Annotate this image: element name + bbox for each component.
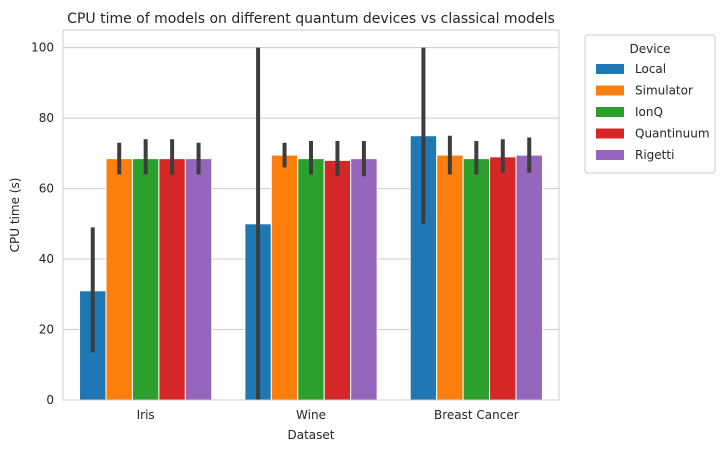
- x-tick-label: Iris: [137, 408, 155, 422]
- legend-title: Device: [629, 42, 670, 56]
- y-tick-label: 0: [46, 393, 54, 407]
- x-axis-ticks: Iris Wine Breast Cancer: [137, 408, 519, 422]
- bar: [270, 154, 299, 401]
- legend-swatch: [596, 107, 624, 117]
- bars-group: [79, 135, 543, 401]
- legend: Device Local Simulator IonQ Quantinuum Riget…: [584, 34, 716, 174]
- y-tick-label: 20: [39, 323, 54, 337]
- bar: [184, 158, 213, 401]
- legend-label: Rigetti: [635, 148, 674, 162]
- bar: [105, 158, 133, 401]
- bar: [323, 159, 352, 401]
- x-tick-label: Breast Cancer: [434, 408, 519, 422]
- bar: [515, 154, 543, 401]
- bar: [131, 158, 160, 401]
- x-axis-label: Dataset: [288, 428, 335, 442]
- bar: [350, 158, 378, 401]
- bar: [297, 158, 325, 401]
- bar: [462, 158, 491, 401]
- y-tick-label: 80: [39, 111, 54, 125]
- bar: [158, 158, 186, 401]
- y-axis-label: CPU time (s): [8, 178, 22, 253]
- y-axis-ticks: 0 20 40 60 80 100: [31, 41, 54, 407]
- plot-frame: [62, 29, 560, 401]
- bar: [436, 154, 464, 401]
- legend-label: IonQ: [635, 105, 663, 119]
- legend-swatch: [596, 150, 624, 160]
- legend-label: Quantinuum: [635, 127, 710, 141]
- y-tick-label: 60: [39, 182, 54, 196]
- legend-swatch: [596, 85, 624, 96]
- legend-swatch: [596, 64, 624, 74]
- legend-swatch: [596, 128, 624, 139]
- bar: [489, 156, 517, 401]
- legend-label: Simulator: [635, 84, 693, 98]
- y-tick-label: 100: [31, 41, 54, 55]
- error-bars-group: [90, 47, 532, 400]
- chart-title: CPU time of models on different quantum …: [67, 11, 555, 27]
- y-tick-label: 40: [39, 252, 54, 266]
- legend-label: Local: [635, 62, 666, 76]
- x-tick-label: Wine: [296, 408, 326, 422]
